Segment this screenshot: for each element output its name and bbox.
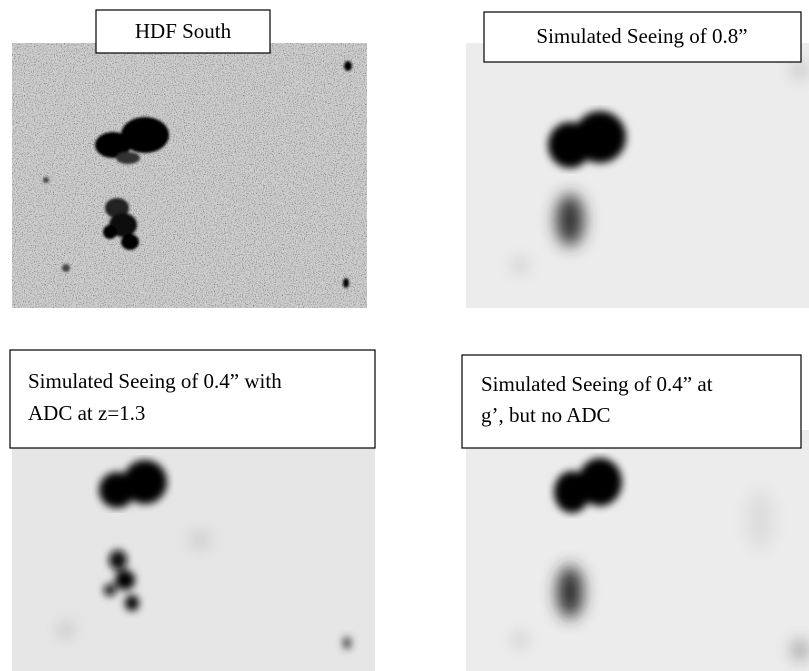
panel-label: Simulated Seeing of 0.8” — [536, 24, 747, 48]
panel-label: HDF South — [135, 19, 232, 43]
label-box — [483, 11, 802, 63]
panel-image — [12, 43, 367, 308]
panel-label: Simulated Seeing of 0.4” with — [28, 369, 282, 393]
panel-label: g’, but no ADC — [481, 403, 611, 427]
label-box — [461, 354, 802, 449]
panel-image — [466, 430, 809, 671]
panel-label: Simulated Seeing of 0.4” at — [481, 372, 713, 396]
panel-label: ADC at z=1.3 — [28, 401, 145, 425]
panel-image — [12, 430, 375, 671]
label-box — [95, 9, 271, 54]
panel-image — [466, 43, 809, 308]
label-box — [9, 349, 376, 449]
